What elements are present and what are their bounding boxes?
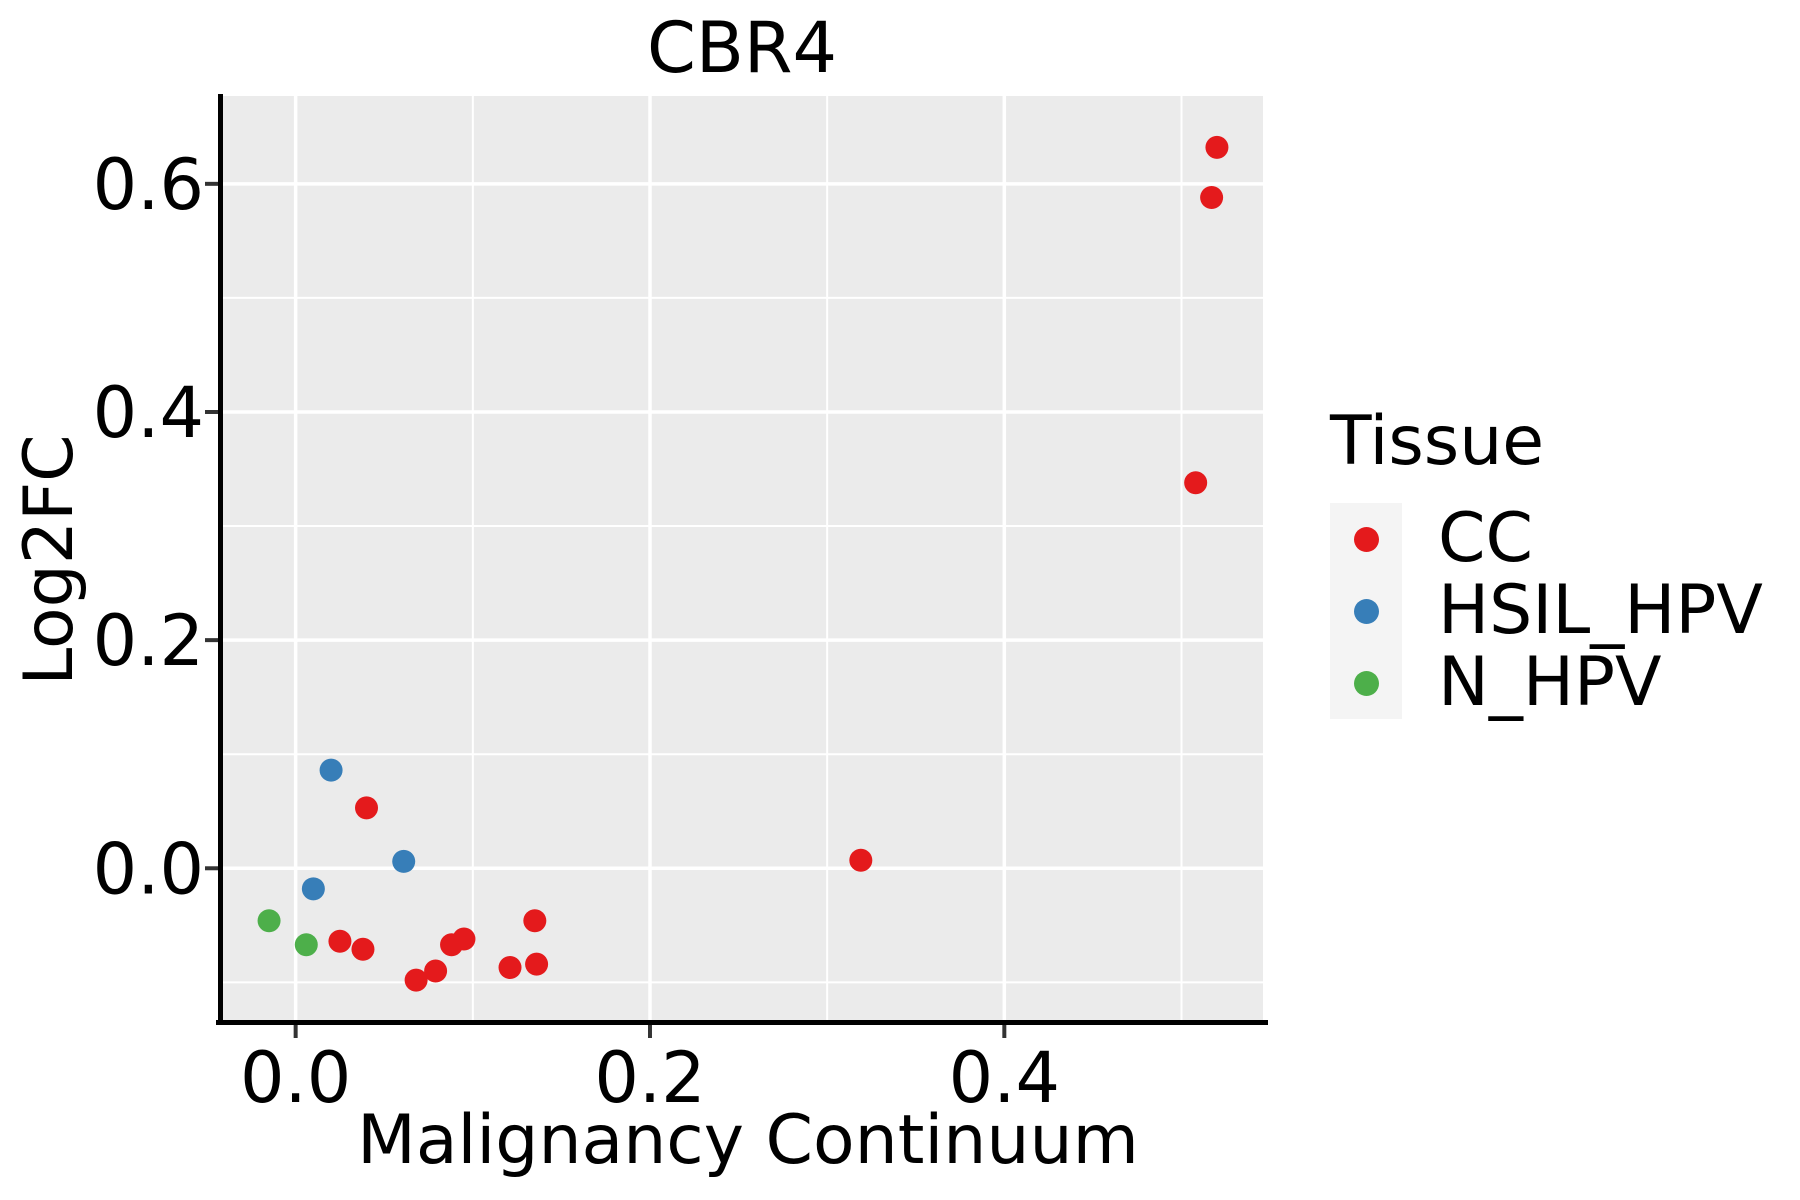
legend-item-N_HPV: N_HPV [1330,647,1763,719]
data-point-HSIL_HPV [319,758,343,782]
legend-dot-icon [1353,670,1379,696]
data-point-CC [404,968,428,992]
legend-key [1330,575,1402,647]
data-point-CC [424,959,448,983]
data-point-CC [525,952,549,976]
legend-dot-icon [1353,598,1379,624]
y-tick-label: 0.6 [93,144,204,226]
y-axis-title: Log2FC [10,434,89,685]
x-tick-label: 0.4 [949,1037,1060,1119]
y-tick-label: 0.0 [93,828,204,910]
y-axis-line [218,94,223,1022]
tick-labels: 0.0 0.2 0.4 0.0 0.2 0.4 0.6 [93,144,1060,1119]
legend-dot-icon [1353,526,1379,552]
legend-item-HSIL_HPV: HSIL_HPV [1330,575,1763,647]
panel [223,96,1263,1020]
data-point-CC [498,956,522,980]
tick-marks [205,181,1007,1038]
data-point-CC [328,929,352,953]
data-point-CC [523,909,547,933]
data-point-CC [351,937,375,961]
chart-title: CBR4 [647,7,837,89]
data-point-N_HPV [257,909,281,933]
legend: Tissue CC HSIL_HPV N_HPV [1330,408,1763,719]
legend-label: N_HPV [1438,643,1662,722]
x-tick-label: 0.2 [594,1037,705,1119]
data-point-CC [1200,186,1224,210]
data-point-CC [355,796,379,820]
legend-label: CC [1438,499,1533,578]
legend-item-CC: CC [1330,503,1763,575]
y-tick-label: 0.4 [93,372,204,454]
x-axis-title: Malignancy Continuum [357,1101,1139,1180]
x-axis-line [216,1020,1268,1025]
axis-lines [216,94,1268,1025]
x-tick-label: 0.0 [240,1037,351,1119]
data-point-N_HPV [294,933,318,957]
data-point-HSIL_HPV [301,877,325,901]
y-tick-label: 0.2 [93,600,204,682]
legend-title: Tissue [1330,402,1545,481]
data-point-CC [1184,471,1208,495]
legend-label: HSIL_HPV [1438,571,1763,650]
legend-key [1330,503,1402,575]
legend-key [1330,647,1402,719]
legend-items: CC HSIL_HPV N_HPV [1330,503,1763,719]
data-points [257,135,1229,992]
data-point-CC [849,848,873,872]
minor-gridlines [223,96,1263,1020]
panel-background [223,96,1263,1020]
data-point-CC [452,927,476,951]
data-point-CC [1205,135,1229,159]
data-point-HSIL_HPV [392,849,416,873]
